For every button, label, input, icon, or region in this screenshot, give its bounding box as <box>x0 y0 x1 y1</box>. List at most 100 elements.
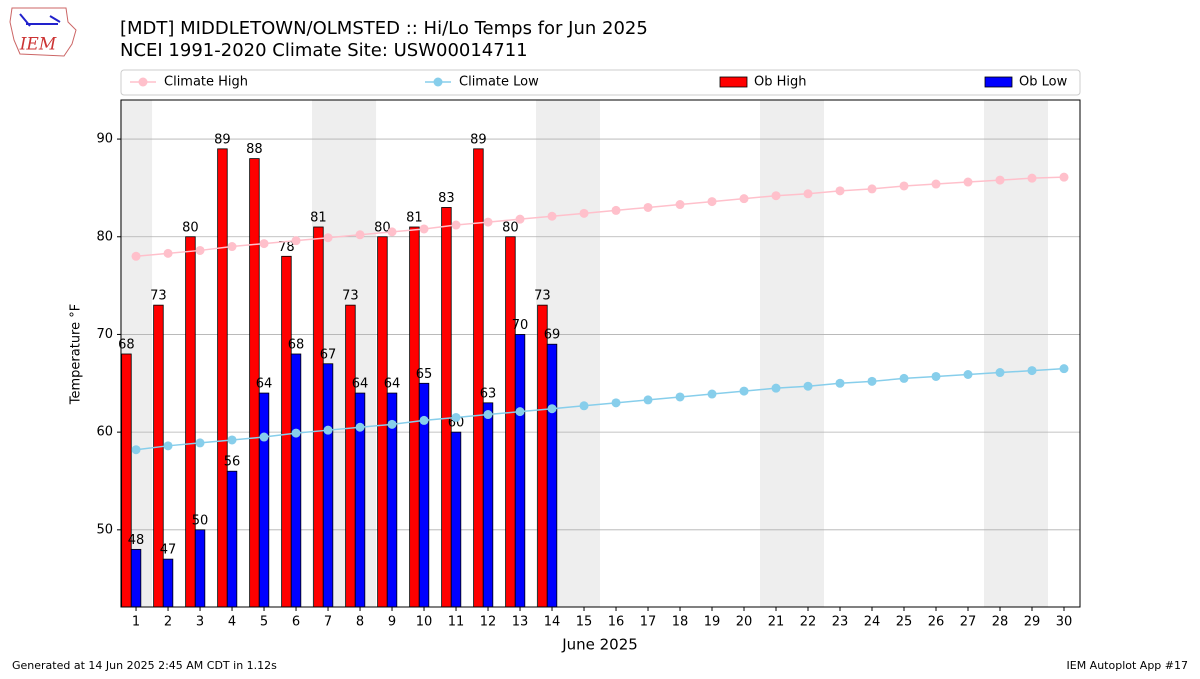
bar-value-label: 68 <box>118 337 135 352</box>
bar-value-label: 63 <box>480 386 497 401</box>
line-marker <box>739 386 749 396</box>
line-marker <box>515 407 525 417</box>
bar-value-label: 70 <box>512 318 529 333</box>
bar-value-label: 83 <box>438 191 455 206</box>
line-marker <box>323 233 333 243</box>
bar-value-label: 81 <box>310 210 327 225</box>
bar-value-label: 73 <box>534 289 551 304</box>
line-marker <box>419 224 429 234</box>
legend-label: Climate High <box>164 75 248 90</box>
x-tick-label: 1 <box>132 615 140 630</box>
line <box>135 367 1065 451</box>
bar-value-label: 73 <box>342 289 359 304</box>
line-marker <box>643 202 653 212</box>
legend: Climate High Climate Low Ob High Ob Low <box>120 69 1081 96</box>
legend-swatch <box>433 77 443 87</box>
bar-value-label: 67 <box>320 347 337 362</box>
x-tick-label: 13 <box>512 615 529 630</box>
line-marker <box>643 395 653 405</box>
line-marker <box>803 189 813 199</box>
line-marker <box>611 205 621 215</box>
line-marker <box>227 242 237 252</box>
x-tick-label: 20 <box>736 615 753 630</box>
x-tick-label: 8 <box>356 615 364 630</box>
plot-frame <box>120 99 1081 608</box>
bar-value-label: 80 <box>502 220 519 235</box>
bar <box>473 148 484 608</box>
x-tick-label: 3 <box>196 615 204 630</box>
logo-text: IEM <box>19 35 57 55</box>
bar-value-label: 89 <box>470 132 487 147</box>
line-marker <box>419 415 429 425</box>
bar <box>546 343 558 608</box>
x-tick-label: 16 <box>608 615 625 630</box>
bar-value-label: 64 <box>256 377 273 392</box>
legend-label: Ob High <box>754 75 807 90</box>
legend-label: Climate Low <box>459 75 539 90</box>
bar <box>258 392 270 608</box>
x-tick-label: 9 <box>388 615 396 630</box>
line-marker <box>131 445 141 455</box>
bar-value-label: 48 <box>128 533 145 548</box>
bar-value-label: 65 <box>416 367 433 382</box>
x-tick-label: 17 <box>640 615 657 630</box>
line-marker <box>1059 172 1069 182</box>
bar-value-label: 69 <box>544 328 561 343</box>
x-tick-label: 21 <box>768 615 785 630</box>
bar <box>313 226 324 608</box>
bar <box>130 548 142 608</box>
bar <box>409 226 420 608</box>
x-tick-label: 10 <box>416 615 433 630</box>
line-marker <box>547 404 557 414</box>
line-marker <box>675 200 685 210</box>
line-marker <box>803 381 813 391</box>
x-tick-label: 24 <box>864 615 881 630</box>
y-tick-label: 70 <box>96 327 113 342</box>
x-tick-label: 27 <box>960 615 977 630</box>
x-tick-label: 23 <box>832 615 849 630</box>
bar <box>290 353 302 608</box>
line-marker <box>579 401 589 411</box>
x-tick-label: 25 <box>896 615 913 630</box>
line-marker <box>387 227 397 237</box>
x-tick-label: 19 <box>704 615 721 630</box>
bar-value-label: 73 <box>150 289 167 304</box>
line-marker <box>195 438 205 448</box>
line-marker <box>835 378 845 388</box>
line-marker <box>323 425 333 435</box>
bar <box>226 470 238 608</box>
bar-value-label: 80 <box>374 220 391 235</box>
y-tick-label: 80 <box>96 229 113 244</box>
line <box>135 176 1065 258</box>
line-marker <box>515 214 525 224</box>
y-axis-label: Temperature °F <box>69 304 84 405</box>
x-tick-label: 26 <box>928 615 945 630</box>
weekend-shade <box>1016 100 1049 607</box>
line-marker <box>483 217 493 227</box>
bar <box>121 353 132 608</box>
line-marker <box>771 191 781 201</box>
x-axis-label: June 2025 <box>561 636 638 654</box>
line-marker <box>195 245 205 255</box>
line-marker <box>835 186 845 196</box>
line-marker <box>291 428 301 438</box>
line-marker <box>899 373 909 383</box>
chart-title: [MDT] MIDDLETOWN/OLMSTED :: Hi/Lo Temps … <box>120 18 648 39</box>
bar-value-label: 50 <box>192 513 209 528</box>
footer-right: IEM Autoplot App #17 <box>1067 659 1189 672</box>
line-marker <box>259 432 269 442</box>
line-marker <box>739 194 749 204</box>
bar-value-label: 47 <box>160 543 177 558</box>
x-tick-label: 18 <box>672 615 689 630</box>
line-marker <box>131 251 141 261</box>
line-marker <box>355 422 365 432</box>
legend-swatch <box>138 77 148 87</box>
line-marker <box>899 181 909 191</box>
line-marker <box>163 441 173 451</box>
bar <box>482 402 494 608</box>
x-tick-label: 4 <box>228 615 236 630</box>
x-tick-label: 7 <box>324 615 332 630</box>
line-marker <box>451 412 461 422</box>
line-marker <box>707 197 717 207</box>
